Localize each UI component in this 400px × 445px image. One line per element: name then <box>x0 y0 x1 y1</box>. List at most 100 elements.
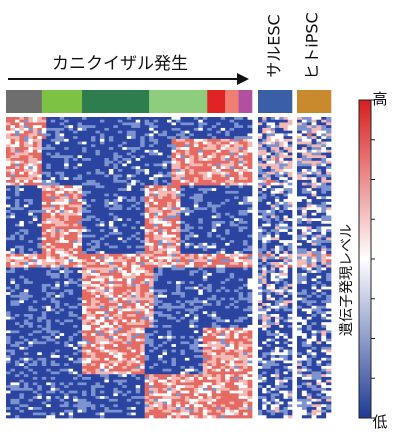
heatmap-cell <box>46 248 52 252</box>
heatmap-cell <box>68 171 74 175</box>
heatmap-cell <box>234 324 239 329</box>
heatmap-cell <box>86 218 92 222</box>
heatmap-cell <box>162 281 168 285</box>
heatmap-cell <box>113 314 119 318</box>
heatmap-cell <box>238 251 244 255</box>
heatmap-cell <box>108 220 114 225</box>
heatmap-cell <box>162 248 168 252</box>
heatmap-cell <box>46 188 52 192</box>
heatmap-cell <box>99 281 105 285</box>
heatmap-cell <box>14 262 20 266</box>
heatmap-cell <box>220 344 226 348</box>
heatmap-cell <box>82 122 87 126</box>
heatmap-cell <box>131 335 137 339</box>
heatmap-cell <box>158 127 163 132</box>
heatmap-cell <box>175 335 181 339</box>
heatmap-cell <box>68 188 74 192</box>
heatmap-cell <box>14 212 20 216</box>
heatmap-cell <box>216 305 222 309</box>
heatmap-cell <box>99 160 105 164</box>
heatmap-cell <box>59 297 65 301</box>
heatmap-cell <box>113 335 119 339</box>
heatmap-cell <box>225 160 230 164</box>
heatmap-cell <box>144 341 150 345</box>
heatmap-cell <box>234 212 239 216</box>
heatmap-cell <box>207 177 213 181</box>
heatmap-cell <box>104 223 110 227</box>
heatmap-cell <box>171 319 177 323</box>
heatmap-cell <box>193 141 199 145</box>
heatmap-cell <box>126 174 132 178</box>
heatmap-cell <box>37 316 43 320</box>
heatmap-cell <box>234 300 239 304</box>
heatmap-cell <box>162 229 168 233</box>
heatmap-cell <box>64 125 69 129</box>
heatmap-cell <box>37 171 43 175</box>
heatmap-cell <box>158 259 163 263</box>
heatmap-cell <box>50 138 56 142</box>
heatmap-cell <box>180 259 186 263</box>
heatmap-cell <box>140 212 146 216</box>
heatmap-cell <box>131 327 137 331</box>
heatmap-cell <box>86 341 92 345</box>
heatmap-cell <box>211 226 217 230</box>
heatmap-cell <box>64 119 69 123</box>
heatmap-cell <box>86 256 92 260</box>
heatmap-cell <box>46 122 52 126</box>
heatmap-cell <box>86 355 92 359</box>
sample-group-0-6 <box>238 90 253 113</box>
heatmap-cell <box>131 174 137 178</box>
heatmap-cell <box>234 303 239 307</box>
heatmap-cell <box>10 190 16 194</box>
heatmap-cell <box>19 289 25 293</box>
heatmap-cell <box>37 355 43 359</box>
heatmap-cell <box>104 188 110 192</box>
heatmap-cell <box>171 346 177 350</box>
heatmap-cell <box>108 256 114 260</box>
heatmap-cell <box>198 357 204 361</box>
heatmap-cell <box>19 352 25 356</box>
heatmap-cell <box>68 341 74 345</box>
heatmap-cell <box>6 122 11 126</box>
heatmap-cell <box>68 330 74 334</box>
heatmap-cell <box>216 294 222 298</box>
heatmap-cell <box>229 256 235 260</box>
heatmap-cell <box>95 281 101 285</box>
heatmap-cell <box>220 117 226 121</box>
heatmap-cell <box>220 141 226 145</box>
heatmap-cell <box>23 267 29 271</box>
heatmap-cell <box>50 256 56 260</box>
heatmap-cell <box>184 196 190 200</box>
heatmap-cell <box>77 335 83 339</box>
heatmap-cell <box>108 127 114 132</box>
heatmap-cell <box>73 355 78 359</box>
heatmap-cell <box>10 275 16 279</box>
heatmap-cell <box>162 316 168 320</box>
heatmap-cell <box>122 117 128 121</box>
heatmap-cell <box>113 215 119 219</box>
heatmap-cell <box>202 215 208 219</box>
heatmap-cell <box>238 333 244 337</box>
heatmap-cell <box>238 223 244 227</box>
heatmap-cell <box>180 168 186 173</box>
heatmap-cell <box>171 242 177 246</box>
heatmap-cell <box>140 141 146 145</box>
heatmap-cell <box>220 311 226 315</box>
heatmap-cell <box>211 256 217 260</box>
heatmap-cell <box>167 199 172 203</box>
heatmap-cell <box>86 136 92 140</box>
heatmap-cell <box>41 278 47 282</box>
heatmap-cell <box>95 149 101 153</box>
heatmap-cell <box>73 240 78 244</box>
heatmap-cell <box>50 119 56 123</box>
heatmap-cell <box>73 311 78 315</box>
heatmap-cell <box>90 319 96 323</box>
heatmap-cell <box>14 319 20 323</box>
heatmap-cell <box>82 327 87 331</box>
heatmap-cell <box>46 125 52 129</box>
heatmap-cell <box>86 204 92 208</box>
heatmap-cell <box>193 349 199 353</box>
heatmap-cell <box>122 127 128 132</box>
heatmap-cell <box>90 234 96 238</box>
heatmap-cell <box>113 264 119 268</box>
